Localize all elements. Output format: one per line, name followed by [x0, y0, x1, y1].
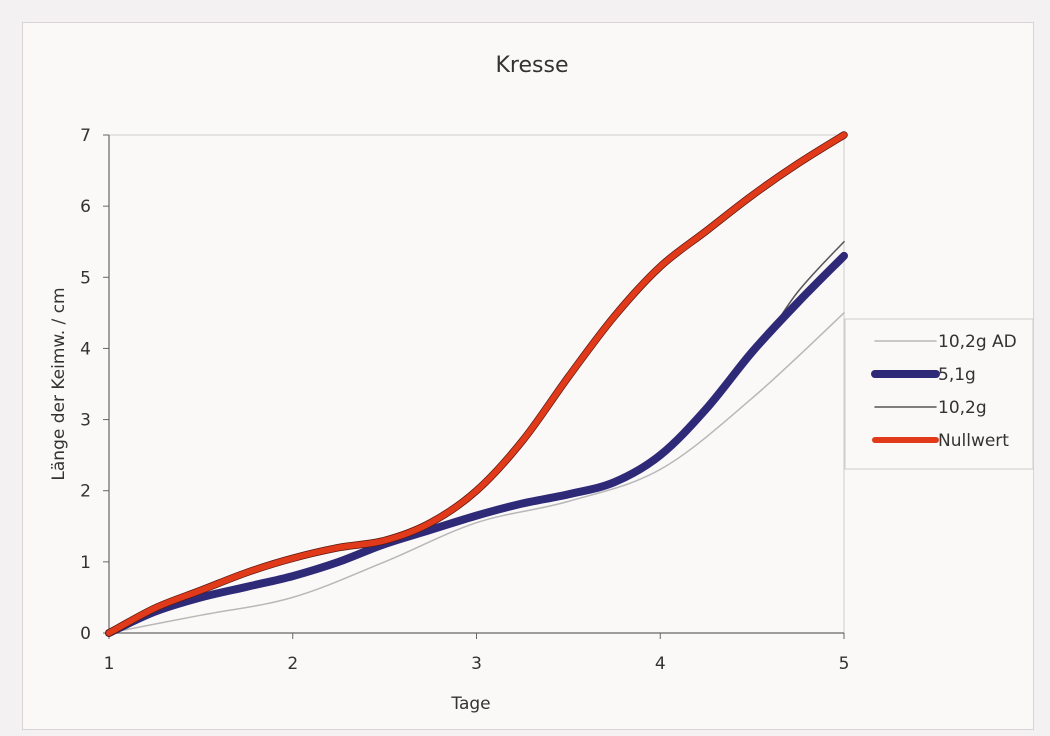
series-line-1 — [105, 251, 848, 637]
x-tick-label: 4 — [655, 654, 666, 674]
x-axis-label: Tage — [450, 694, 490, 714]
legend-label: 10,2g AD — [938, 332, 1017, 352]
legend-box — [844, 318, 1034, 470]
y-tick-label: 5 — [80, 268, 91, 288]
series-line-3 — [106, 132, 847, 636]
series-line-0 — [108, 312, 845, 634]
y-tick-label: 3 — [80, 411, 91, 431]
legend-label: 5,1g — [938, 365, 976, 385]
legend-label: 10,2g — [938, 398, 987, 418]
x-tick-label: 1 — [104, 654, 115, 674]
x-tick-label: 5 — [839, 654, 850, 674]
chart-title: Kresse — [496, 53, 569, 78]
y-tick-label: 4 — [80, 339, 91, 359]
y-tick-label: 2 — [80, 482, 91, 502]
x-tick-label: 3 — [471, 654, 482, 674]
legend-label: Nullwert — [938, 431, 1009, 451]
y-tick-label: 0 — [80, 624, 91, 644]
y-tick-label: 7 — [80, 126, 91, 146]
y-tick-label: 6 — [80, 197, 91, 217]
y-axis-label: Länge der Keimw. / cm — [49, 287, 69, 480]
x-tick-label: 2 — [287, 654, 298, 674]
y-tick-label: 1 — [80, 553, 91, 573]
